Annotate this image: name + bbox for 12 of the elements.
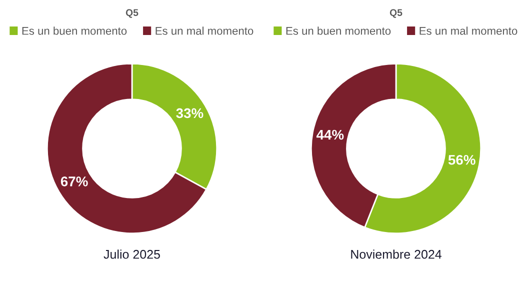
data-label: 56% [448, 154, 476, 165]
legend-label: Es un mal momento [420, 26, 518, 35]
text: Noviembre 2024 [351, 250, 442, 259]
legend-label: Es un mal momento [156, 26, 254, 35]
data-label: 67% [60, 176, 88, 186]
chart-title: Q5 [390, 9, 402, 18]
data-label: 33% [176, 108, 204, 118]
legend-label: Es un buen momento [22, 26, 127, 35]
chart-title: Q5 [126, 9, 138, 18]
legend-label: Es un buen momento [286, 26, 391, 35]
text: Julio 2025 [104, 250, 160, 259]
data-label: 44% [316, 130, 344, 140]
